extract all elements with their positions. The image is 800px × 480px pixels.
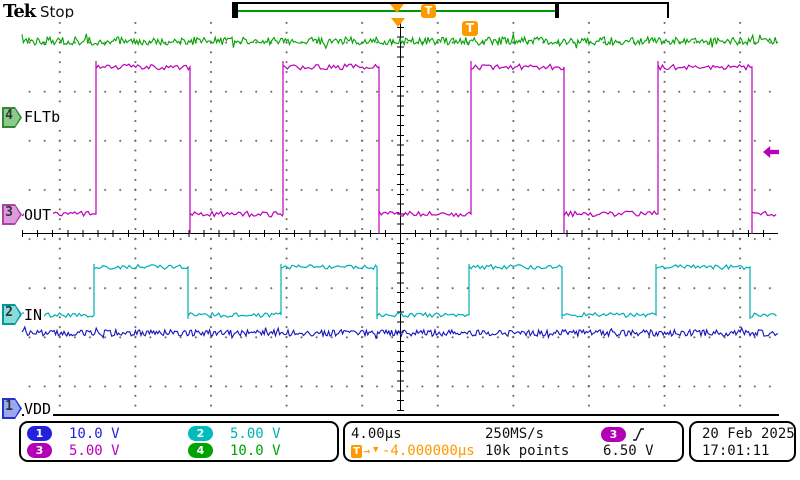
timebase-readout: 4.00µs: [351, 426, 402, 442]
trigger-t-icon: T: [351, 445, 362, 458]
trigger-source-badge[interactable]: 3: [601, 427, 626, 442]
vertical-center-axis: [399, 18, 401, 411]
trace-label-fltb: FLTb: [24, 108, 63, 126]
record-trigger-position-icon[interactable]: T: [421, 4, 436, 18]
time-readout: 17:01:11: [702, 443, 770, 459]
marker-fill: [4, 400, 20, 417]
channel-4-scale: 10.0 V: [230, 443, 281, 459]
acquisition-status: Stop: [40, 3, 75, 21]
trace-label-vdd: VDD: [24, 400, 54, 418]
record-length-readout: 10k points: [485, 443, 570, 459]
horizontal-trigger-box: 4.00µs T → ▼ -4.000000µs 250MS/s 10k poi…: [343, 421, 684, 462]
channel-2-position-marker[interactable]: 2: [2, 304, 22, 325]
channel-2-scale: 5.00 V: [230, 426, 281, 442]
record-expansion-point-icon[interactable]: [390, 4, 404, 13]
record-window-right-bracket[interactable]: [555, 4, 559, 18]
marker-fill: [4, 306, 20, 323]
channel-1-number: 1: [5, 399, 13, 414]
channel-1-scale: 10.0 V: [69, 426, 120, 442]
arrow-right-icon: →: [363, 444, 371, 458]
trigger-level-readout: 6.50 V: [603, 443, 654, 459]
trigger-position-icon[interactable]: T: [462, 21, 478, 36]
marker-fill: [4, 109, 20, 126]
channel-1-badge[interactable]: 1: [27, 426, 52, 441]
trace-label-out: OUT: [24, 206, 54, 224]
channel-3-badge[interactable]: 3: [27, 443, 52, 458]
channel-3-scale: 5.00 V: [69, 443, 120, 459]
channel-4-position-marker[interactable]: 4: [2, 107, 22, 128]
graticule-bottom-border: [22, 413, 779, 416]
datetime-box: 20 Feb 2025 17:01:11: [689, 421, 796, 462]
expansion-point-icon[interactable]: [391, 18, 405, 27]
channel-4-badge[interactable]: 4: [188, 443, 213, 458]
trigger-position-readout: -4.000000µs: [382, 443, 475, 459]
channel-3-number: 3: [5, 205, 13, 220]
graticule: [22, 18, 778, 411]
channel-2-number: 2: [5, 305, 13, 320]
trace-label-in: IN: [24, 306, 45, 324]
channel-3-position-marker[interactable]: 3: [2, 204, 22, 225]
rising-edge-icon: [633, 428, 644, 441]
marker-fill: [4, 206, 20, 223]
tek-logo: Tek: [3, 1, 36, 22]
triangle-down-icon: ▼: [373, 445, 379, 455]
channel-2-badge[interactable]: 2: [188, 426, 213, 441]
channel-1-position-marker[interactable]: 1: [2, 398, 22, 419]
channel-4-number: 4: [5, 108, 13, 123]
date-readout: 20 Feb 2025: [702, 426, 795, 442]
record-window-left-bracket[interactable]: [234, 4, 238, 18]
sample-rate-readout: 250MS/s: [485, 426, 545, 442]
channel-scales-box: 1 10.0 V 2 5.00 V 3 5.00 V 4 10.0 V: [19, 421, 339, 462]
